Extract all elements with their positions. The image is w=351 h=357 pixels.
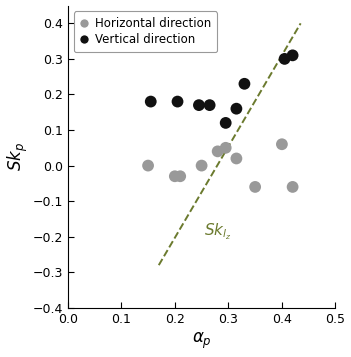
Point	[172, 174, 178, 179]
Point	[148, 99, 153, 105]
Point	[177, 174, 183, 179]
Point	[215, 149, 220, 154]
Point	[223, 145, 229, 151]
Point	[175, 99, 180, 105]
X-axis label: $\alpha_p$: $\alpha_p$	[192, 331, 212, 351]
Point	[199, 163, 204, 169]
Y-axis label: $Sk_p$: $Sk_p$	[6, 142, 30, 171]
Point	[196, 102, 202, 108]
Point	[279, 141, 285, 147]
Legend: Horizontal direction, Vertical direction: Horizontal direction, Vertical direction	[74, 11, 217, 52]
Point	[223, 120, 229, 126]
Text: $Sk_{l_z}$: $Sk_{l_z}$	[204, 221, 232, 242]
Point	[290, 184, 296, 190]
Point	[207, 102, 212, 108]
Point	[145, 163, 151, 169]
Point	[234, 106, 239, 111]
Point	[290, 52, 296, 58]
Point	[234, 156, 239, 161]
Point	[282, 56, 287, 62]
Point	[252, 184, 258, 190]
Point	[241, 81, 247, 87]
